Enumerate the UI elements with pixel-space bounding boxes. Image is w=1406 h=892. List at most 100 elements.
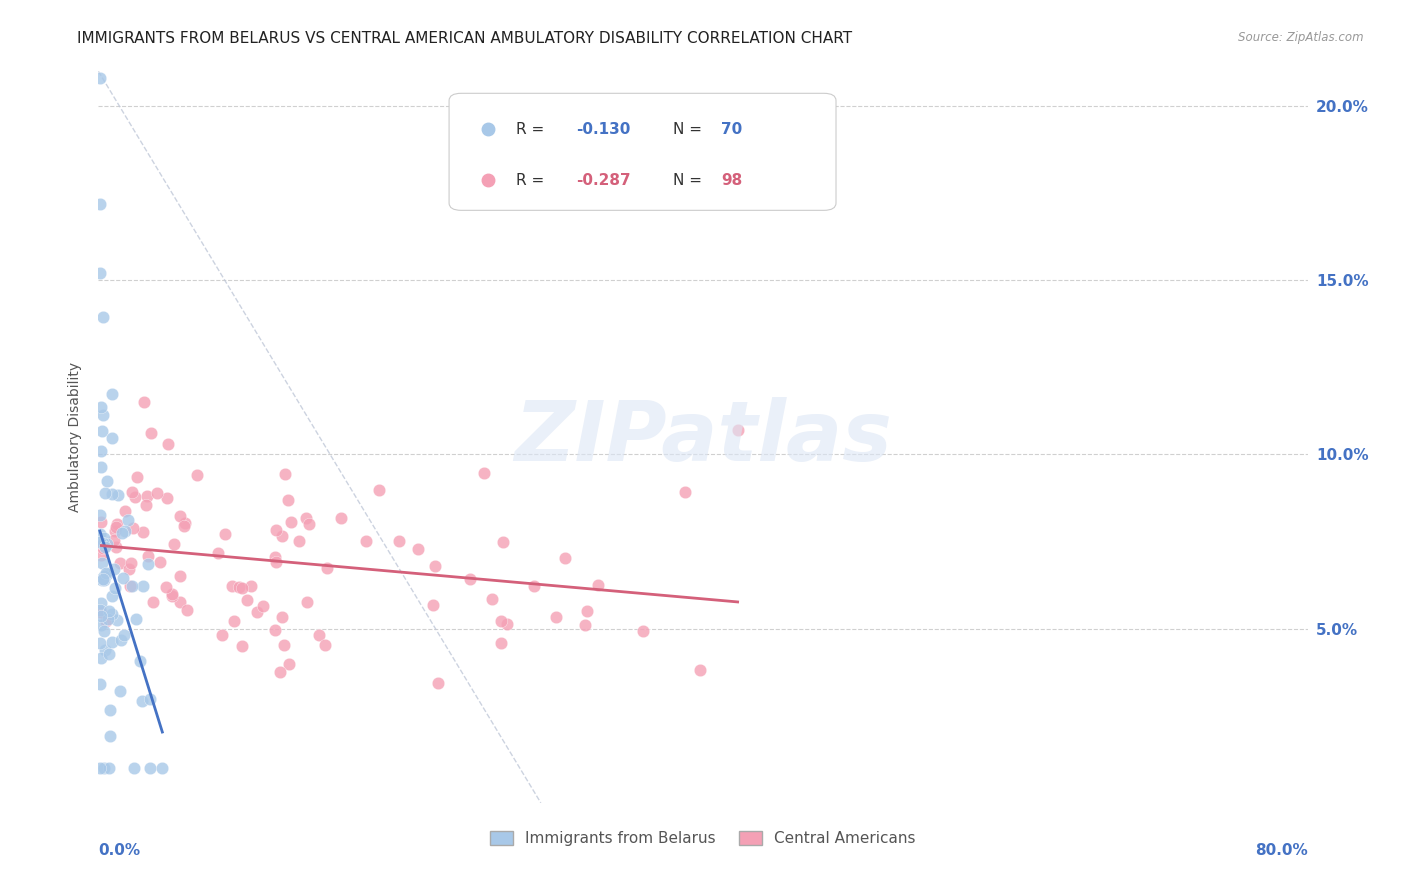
Point — [207, 546, 229, 560]
Point — [388, 534, 411, 549]
Point — [136, 558, 159, 572]
Point — [425, 558, 447, 573]
Point — [135, 498, 157, 512]
Point — [91, 572, 114, 586]
Point — [96, 537, 118, 551]
Text: 70: 70 — [721, 122, 742, 136]
Point — [169, 595, 191, 609]
Point — [94, 566, 117, 581]
Point — [523, 579, 546, 593]
Point — [89, 677, 111, 691]
Point — [98, 604, 121, 618]
Point — [105, 516, 128, 531]
Point — [96, 474, 118, 488]
Point — [231, 581, 253, 595]
Point — [673, 485, 696, 500]
Point — [90, 608, 112, 623]
Point — [458, 572, 481, 586]
Point — [105, 613, 128, 627]
Point — [90, 515, 112, 529]
Point — [93, 624, 115, 639]
Point — [89, 534, 111, 549]
Point — [107, 488, 129, 502]
Point — [94, 642, 117, 657]
Point — [149, 555, 172, 569]
Text: 80.0%: 80.0% — [1254, 843, 1308, 858]
Point — [97, 612, 120, 626]
Point — [98, 703, 121, 717]
Point — [139, 692, 162, 706]
Point — [271, 610, 294, 624]
Point — [586, 578, 609, 592]
Point — [186, 468, 208, 483]
Point — [689, 663, 711, 677]
Point — [89, 636, 111, 650]
Point — [264, 624, 287, 638]
Legend: Immigrants from Belarus, Central Americans: Immigrants from Belarus, Central America… — [482, 823, 924, 854]
Point — [111, 525, 134, 540]
Point — [89, 508, 111, 523]
Point — [122, 761, 145, 775]
Point — [176, 603, 198, 617]
Text: 0.0%: 0.0% — [98, 843, 141, 858]
Point — [274, 467, 297, 481]
FancyBboxPatch shape — [449, 94, 837, 211]
Point — [169, 569, 191, 583]
Y-axis label: Ambulatory Disability: Ambulatory Disability — [69, 362, 83, 512]
Point — [308, 628, 330, 642]
Point — [252, 599, 274, 613]
Point — [239, 579, 262, 593]
Point — [91, 424, 114, 438]
Text: 98: 98 — [721, 173, 742, 188]
Point — [93, 573, 115, 587]
Point — [90, 400, 112, 414]
Point — [90, 596, 112, 610]
Point — [631, 624, 654, 639]
Point — [103, 533, 125, 548]
Point — [489, 636, 512, 650]
Point — [139, 761, 162, 775]
Point — [94, 485, 117, 500]
Point — [104, 540, 127, 554]
Point — [214, 526, 236, 541]
Point — [125, 612, 148, 626]
Point — [132, 395, 155, 409]
Point — [124, 490, 146, 504]
Point — [481, 591, 503, 606]
Point — [91, 536, 114, 550]
Text: N =: N = — [672, 173, 707, 188]
Point — [110, 633, 132, 648]
Point — [280, 515, 302, 529]
Point — [89, 266, 111, 280]
Point — [101, 387, 124, 401]
Point — [141, 425, 163, 440]
Point — [114, 504, 136, 518]
Point — [93, 531, 115, 545]
Point — [104, 581, 127, 595]
Point — [231, 640, 253, 654]
Text: R =: R = — [516, 122, 548, 136]
Point — [264, 550, 287, 565]
Point — [155, 581, 177, 595]
Point — [132, 579, 155, 593]
Point — [270, 529, 292, 543]
Point — [101, 589, 124, 603]
Point — [295, 511, 318, 525]
Point — [104, 520, 127, 534]
Point — [94, 614, 117, 628]
Point — [354, 533, 377, 548]
Point — [211, 628, 233, 642]
Point — [298, 517, 321, 532]
Point — [406, 542, 429, 557]
Point — [160, 589, 183, 603]
Text: -0.130: -0.130 — [576, 122, 630, 136]
Point — [94, 540, 117, 554]
Point — [118, 562, 141, 576]
Point — [90, 605, 112, 619]
Point — [125, 470, 148, 484]
Point — [145, 486, 167, 500]
Point — [422, 599, 444, 613]
Point — [89, 196, 111, 211]
Point — [295, 595, 318, 609]
Text: -0.287: -0.287 — [576, 173, 631, 188]
